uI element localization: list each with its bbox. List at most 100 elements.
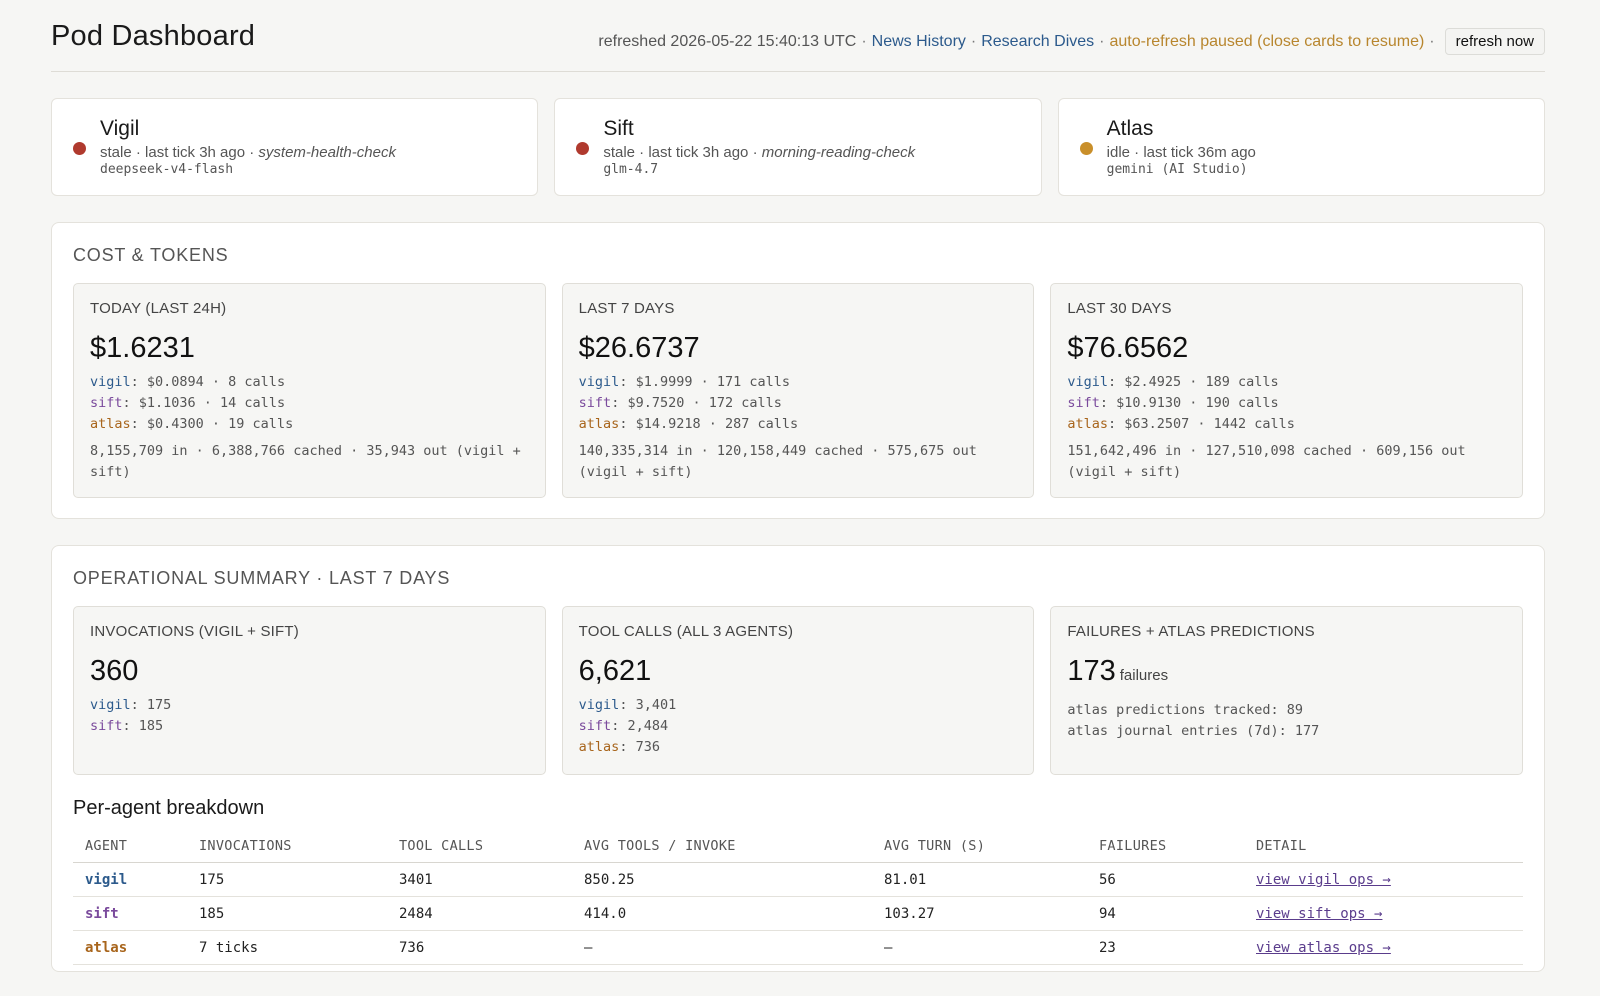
- stat-label: LAST 7 DAYS: [578, 300, 675, 317]
- agent-status: stale · last tick 3h ago · system-health…: [100, 144, 537, 161]
- per-agent-table: AGENT INVOCATIONS TOOL CALLS AVG TOOLS /…: [73, 830, 1523, 965]
- agent-count-lines: vigil: 175 sift: 185: [90, 695, 529, 737]
- ops-card-invocations: INVOCATIONS (VIGIL + SIFT) 360 vigil: 17…: [73, 606, 546, 775]
- ops-summary-panel: OPERATIONAL SUMMARY · LAST 7 DAYS INVOCA…: [51, 545, 1545, 972]
- column-header: TOOL CALLS: [387, 830, 572, 863]
- agent-value: : $1.9999 · 171 calls: [619, 374, 790, 390]
- column-header: AVG TURN (S): [872, 830, 1087, 863]
- agent-line: vigil: $1.9999 · 171 calls: [579, 372, 1018, 393]
- refresh-now-button[interactable]: refresh now: [1444, 28, 1545, 55]
- refreshed-timestamp: refreshed 2026-05-22 15:40:13 UTC: [598, 32, 857, 50]
- separator: ·: [970, 32, 977, 50]
- column-header: DETAIL: [1244, 830, 1523, 863]
- view-atlas-ops-link[interactable]: view atlas ops →: [1256, 939, 1391, 956]
- token-summary: 140,335,314 in · 120,158,449 cached · 57…: [578, 443, 977, 480]
- atlas-journal-line: atlas journal entries (7d): 177: [1067, 723, 1320, 739]
- failures-cell: 56: [1087, 862, 1244, 897]
- agent-line: atlas: 736: [579, 737, 1018, 758]
- agent-key: vigil: [578, 374, 620, 390]
- stat-value: $76.6562: [1067, 332, 1189, 364]
- agent-status: idle · last tick 36m ago: [1107, 144, 1544, 161]
- page-title: Pod Dashboard: [51, 20, 256, 52]
- stat-value: $1.6231: [90, 332, 195, 364]
- column-header: AGENT: [73, 830, 187, 863]
- status-dot-icon: [576, 142, 590, 155]
- stat-value: 360: [90, 655, 139, 687]
- agent-line: atlas: $14.9218 · 287 calls: [579, 414, 1018, 435]
- stat-value: 173 failures: [1067, 653, 1506, 694]
- tool-calls-cell: 3401: [387, 862, 572, 897]
- agent-key: vigil: [578, 697, 620, 713]
- agent-name: Vigil: [100, 117, 140, 140]
- ops-cards: INVOCATIONS (VIGIL + SIFT) 360 vigil: 17…: [73, 606, 1524, 775]
- research-dives-link[interactable]: Research Dives: [981, 32, 1095, 50]
- status-dot-icon: [1079, 142, 1093, 155]
- table-row: atlas 7 ticks 736 — — 23 view atlas ops …: [73, 930, 1523, 965]
- news-history-link[interactable]: News History: [871, 32, 966, 50]
- avg-tools-cell: 850.25: [572, 862, 872, 897]
- dashboard: Pod Dashboard refreshed 2026-05-22 15:40…: [51, 0, 1545, 972]
- agent-value: : $0.0894 · 8 calls: [130, 374, 286, 390]
- avg-tools-cell: —: [572, 930, 872, 965]
- agent-value: : 185: [122, 718, 164, 734]
- detail-cell: view atlas ops →: [1244, 930, 1523, 965]
- stat-value: $26.6737: [578, 332, 700, 364]
- agent-value: : $9.7520 · 172 calls: [611, 395, 782, 411]
- agent-value: : 736: [619, 739, 660, 755]
- agent-cell: atlas: [73, 930, 187, 965]
- failures-cell: 23: [1087, 930, 1244, 965]
- stat-label: TODAY (LAST 24H): [90, 300, 227, 317]
- agent-line: sift: $1.1036 · 14 calls: [90, 393, 529, 414]
- agent-key: atlas: [1067, 416, 1108, 432]
- atlas-predictions-line: atlas predictions tracked: 89: [1067, 702, 1304, 718]
- avg-turn-cell: 81.01: [872, 862, 1087, 897]
- agent-key: sift: [90, 718, 123, 734]
- agent-card-vigil[interactable]: Vigil stale · last tick 3h ago · system-…: [51, 98, 539, 196]
- tool-calls-cell: 736: [387, 930, 572, 965]
- agent-value: : $2.4925 · 189 calls: [1107, 374, 1279, 390]
- agent-count-lines: vigil: 3,401 sift: 2,484 atlas: 736: [579, 695, 1018, 758]
- auto-refresh-paused-note: auto-refresh paused (close cards to resu…: [1109, 32, 1425, 50]
- cost-cards: TODAY (LAST 24H) $1.6231 vigil : $0.0894 …: [73, 283, 1524, 498]
- agent-status-text: idle · last tick 36m ago: [1106, 144, 1256, 161]
- agent-line: vigil: $2.4925 · 189 calls: [1067, 372, 1506, 393]
- atlas-prediction-lines: atlas predictions tracked: 89 atlas jour…: [1067, 700, 1506, 742]
- table-header-row: AGENT INVOCATIONS TOOL CALLS AVG TOOLS /…: [73, 830, 1523, 863]
- ops-card-failures: FAILURES + ATLAS PREDICTIONS 173 failures…: [1050, 606, 1524, 775]
- agent-card-atlas[interactable]: Atlas idle · last tick 36m ago gemini (A…: [1057, 98, 1545, 196]
- avg-turn-cell: 103.27: [872, 896, 1087, 931]
- avg-tools-cell: 414.0: [572, 896, 872, 931]
- agent-status: stale · last tick 3h ago · morning-readi…: [603, 144, 1040, 161]
- agent-value: : 175: [130, 697, 172, 713]
- agent-card-sift[interactable]: Sift stale · last tick 3h ago · morning-…: [554, 98, 1042, 196]
- agent-status-text: stale · last tick 3h ago ·: [603, 144, 762, 161]
- invocations-cell: 175: [187, 862, 387, 897]
- agent-task: system-health-check: [258, 144, 396, 161]
- agent-cell: vigil: [73, 862, 187, 897]
- agent-key: atlas: [578, 416, 620, 432]
- header-meta: refreshed 2026-05-22 15:40:13 UTC · News…: [598, 28, 1545, 55]
- agent-value: : $0.4300 · 19 calls: [130, 416, 294, 432]
- view-sift-ops-link[interactable]: view sift ops →: [1256, 905, 1383, 922]
- agent-cards: Vigil stale · last tick 3h ago · system-…: [51, 98, 1545, 196]
- view-vigil-ops-link[interactable]: view vigil ops →: [1256, 871, 1391, 888]
- agent-key: sift: [90, 395, 123, 411]
- column-header: FAILURES: [1087, 830, 1244, 863]
- invocations-cell: 185: [187, 896, 387, 931]
- agent-cost-lines: vigil: $1.9999 · 171 calls sift: $9.7520…: [579, 372, 1018, 435]
- agent-value: : 2,484: [611, 718, 669, 734]
- agent-key: sift: [578, 395, 612, 411]
- separator: ·: [861, 32, 867, 50]
- agent-value: : $63.2507 · 1442 calls: [1107, 416, 1295, 432]
- cost-card-today: TODAY (LAST 24H) $1.6231 vigil: $0.0894 …: [73, 283, 546, 498]
- separator: ·: [1429, 32, 1435, 50]
- panel-title: COST & TOKENS: [73, 245, 229, 265]
- breakdown-title: Per-agent breakdown: [73, 797, 265, 819]
- agent-line: sift: 185: [90, 716, 529, 737]
- token-summary: 8,155,709 in · 6,388,766 cached · 35,943…: [90, 443, 521, 480]
- agent-cost-lines: vigil: $2.4925 · 189 calls sift: $10.913…: [1067, 372, 1506, 435]
- avg-turn-cell: —: [872, 930, 1087, 965]
- stat-label: FAILURES + ATLAS PREDICTIONS: [1067, 623, 1315, 640]
- stat-label: TOOL CALLS (ALL 3 AGENTS): [578, 623, 794, 640]
- agent-line: sift: 2,484: [579, 716, 1018, 737]
